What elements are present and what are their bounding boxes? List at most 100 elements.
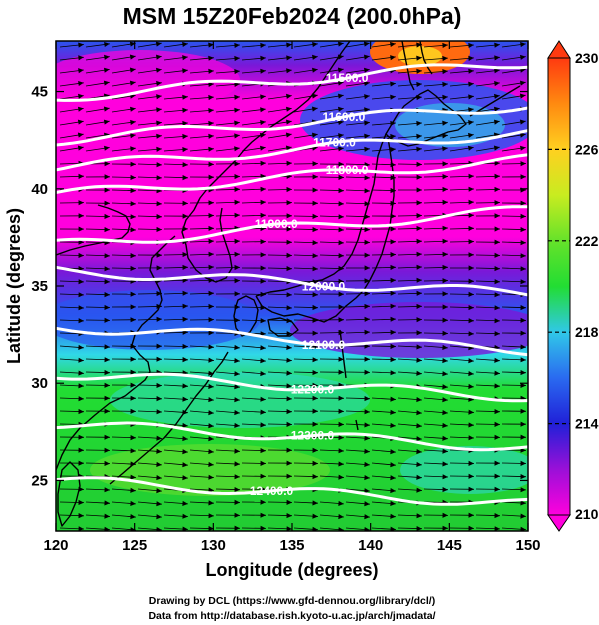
wind-arrowhead xyxy=(78,434,84,440)
wind-arrowhead xyxy=(208,264,214,270)
wind-arrowhead xyxy=(182,500,188,506)
wind-arrowhead xyxy=(442,487,448,493)
contour-label: 12100.0 xyxy=(302,338,346,352)
wind-arrowhead xyxy=(182,475,188,481)
wind-arrowhead xyxy=(182,200,188,206)
wind-arrowhead xyxy=(130,408,136,414)
wind-arrowhead xyxy=(260,358,266,364)
wind-arrowhead xyxy=(182,94,188,100)
wind-arrowhead xyxy=(78,200,84,206)
y-tick-label: 35 xyxy=(31,278,48,295)
wind-arrowhead xyxy=(286,499,292,505)
wind-arrowhead xyxy=(286,305,292,311)
wind-arrowhead xyxy=(390,55,396,61)
wind-arrowhead xyxy=(312,447,318,453)
wind-arrowhead xyxy=(520,317,526,323)
wind-arrowhead xyxy=(156,265,162,271)
colorbar-tick-label: 230 xyxy=(575,50,599,66)
wind-arrowhead xyxy=(182,213,188,219)
wind-arrowhead xyxy=(78,42,84,48)
wind-arrowhead xyxy=(286,239,292,245)
wind-arrowhead xyxy=(390,513,396,519)
wind-arrowhead xyxy=(364,303,370,309)
wind-arrowhead xyxy=(312,382,318,388)
wind-arrowhead xyxy=(364,226,370,233)
yellow-patch xyxy=(398,46,442,66)
wind-arrowhead xyxy=(520,421,526,427)
wind-arrowhead xyxy=(520,487,526,493)
wind-arrowhead xyxy=(338,317,344,323)
wind-arrowhead xyxy=(520,174,526,180)
wind-arrowhead xyxy=(442,525,448,531)
wind-arrowhead xyxy=(312,132,318,138)
wind-arrowhead xyxy=(364,461,370,467)
wind-arrowhead xyxy=(390,500,396,506)
wind-arrowhead xyxy=(260,42,266,48)
wind-arrowhead xyxy=(234,461,240,467)
wind-arrowhead xyxy=(416,146,422,152)
wind-arrowhead xyxy=(78,396,84,402)
wind-arrowhead xyxy=(155,41,162,47)
wind-arrowhead xyxy=(468,94,474,100)
wind-arrowhead xyxy=(494,473,500,479)
wind-arrowhead xyxy=(104,357,110,363)
wind-arrowhead xyxy=(182,55,188,61)
wind-arrowhead xyxy=(390,290,396,296)
wind-arrowhead xyxy=(390,475,396,481)
wind-arrowhead xyxy=(338,421,344,427)
height-contour-line xyxy=(56,326,528,357)
wind-arrowhead xyxy=(130,395,136,401)
wind-arrowhead xyxy=(260,473,266,479)
wind-arrowhead xyxy=(234,499,240,505)
wind-arrowhead xyxy=(416,344,422,350)
wind-arrowhead xyxy=(260,409,266,415)
magenta-patch-northwest xyxy=(56,50,240,110)
wind-arrowhead xyxy=(312,292,318,298)
wind-arrowhead xyxy=(234,212,240,218)
wind-arrowhead xyxy=(364,67,370,73)
wind-arrowhead xyxy=(494,305,500,311)
wind-arrowhead xyxy=(182,383,188,389)
wind-arrowhead xyxy=(78,252,84,258)
wind-arrowhead xyxy=(208,94,214,101)
wind-arrowhead xyxy=(156,382,162,388)
wind-arrowhead xyxy=(442,55,448,62)
wind-arrowhead xyxy=(468,525,474,531)
wind-arrowhead xyxy=(338,93,344,99)
wind-arrowhead xyxy=(468,318,474,324)
wind-arrowhead xyxy=(442,238,448,244)
wind-arrowhead xyxy=(182,513,188,519)
wind-arrowhead xyxy=(364,501,370,507)
wind-arrowhead xyxy=(234,487,240,493)
wind-arrowhead xyxy=(286,266,292,272)
wind-arrowhead xyxy=(286,226,292,232)
wind-arrowhead xyxy=(338,253,344,259)
wind-arrowhead xyxy=(78,93,84,99)
wind-arrowhead xyxy=(130,174,136,180)
wind-arrowhead xyxy=(130,133,136,139)
wind-arrowhead xyxy=(182,422,188,428)
wind-arrowhead xyxy=(260,448,266,454)
wind-arrowhead xyxy=(78,447,84,453)
wind-arrowhead xyxy=(156,226,162,232)
wind-arrowhead xyxy=(364,120,370,126)
wind-arrowhead xyxy=(442,133,448,139)
wind-arrowhead xyxy=(494,239,500,245)
wind-arrowhead xyxy=(312,408,318,414)
wind-arrowhead xyxy=(130,161,136,167)
wind-arrowhead xyxy=(494,421,500,427)
wind-arrowhead xyxy=(103,119,110,125)
wind-arrowhead xyxy=(390,357,396,363)
wind-arrowhead xyxy=(130,435,136,441)
wind-arrowhead xyxy=(390,94,396,100)
wind-arrowhead xyxy=(234,133,240,139)
wind-arrowhead xyxy=(416,330,422,336)
wind-arrowhead xyxy=(130,253,136,259)
wind-arrowhead xyxy=(494,318,500,324)
wind-arrowhead xyxy=(468,145,474,151)
wind-arrowhead xyxy=(364,214,370,220)
height-contours: 11500.0 11600.0 11700.0 11800.0 11900.0 12000… xyxy=(56,63,528,506)
height-contour-line xyxy=(56,106,528,147)
wind-arrowhead xyxy=(234,69,240,75)
wind-arrowhead xyxy=(182,120,188,126)
